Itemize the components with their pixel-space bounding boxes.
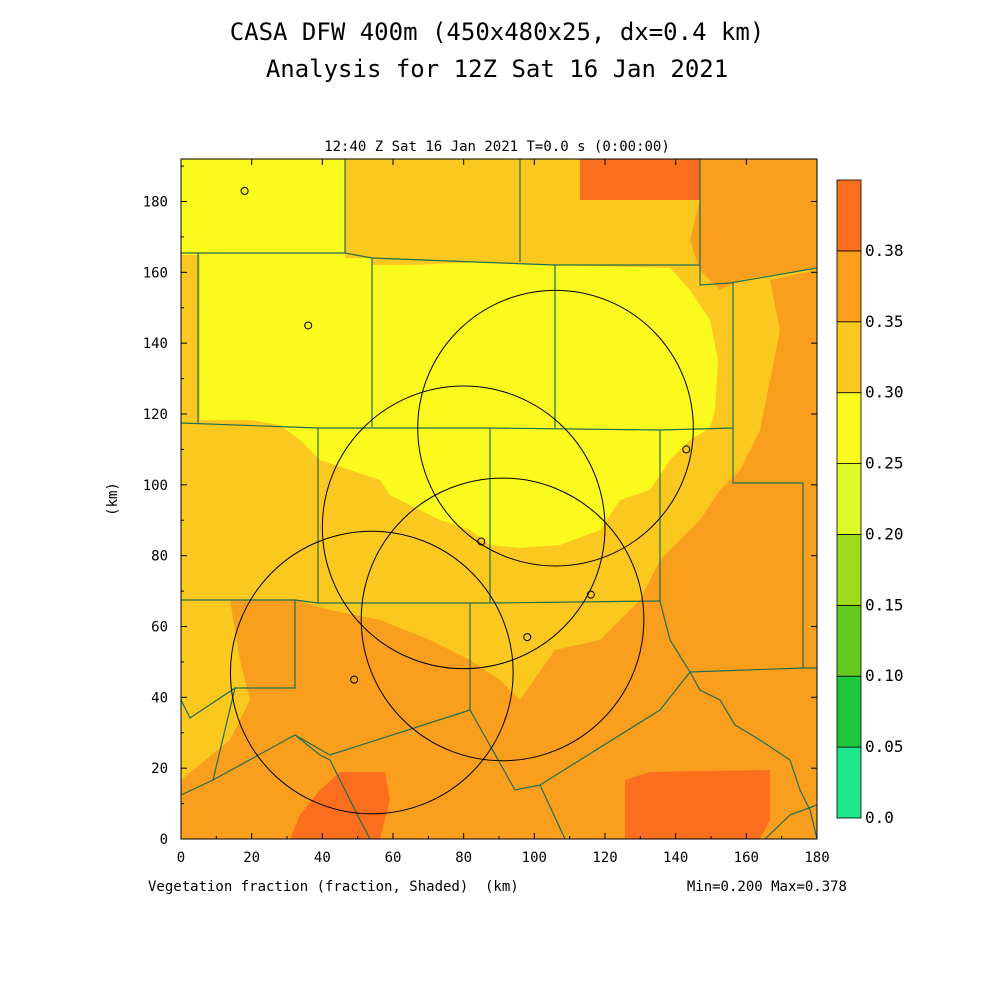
x-tick-label-20: 20	[243, 850, 260, 866]
colorbar-label-5: 0.25	[865, 454, 904, 473]
radar-ring-3	[229, 530, 514, 815]
station-markers	[240, 186, 691, 684]
valid-time-subtitle: 12:40 Z Sat 16 Jan 2021 T=0.0 s (0:00:00…	[324, 139, 670, 155]
colorbar-segment-6	[836, 321, 862, 394]
y-tick-label-0: 0	[160, 832, 168, 848]
colorbar-segment-7	[836, 250, 862, 323]
field-region-035-northeast	[580, 159, 700, 200]
shaded-field	[181, 159, 817, 839]
x-tick-label-140: 140	[663, 850, 688, 866]
radar-range-rings	[229, 289, 694, 815]
x-tick-label-180: 180	[804, 850, 829, 866]
y-tick-label-60: 60	[151, 620, 168, 636]
x-tick-label-100: 100	[522, 850, 547, 866]
station-marker-6	[523, 633, 532, 642]
colorbar-segment-1	[836, 675, 862, 748]
x-tick-label-80: 80	[455, 850, 472, 866]
colorbar-label-3: 0.15	[865, 595, 904, 614]
colorbar-label-1: 0.05	[865, 737, 904, 756]
y-tick-label-120: 120	[143, 407, 168, 423]
y-tick-label-140: 140	[143, 336, 168, 352]
colorbar-label-6: 0.30	[865, 383, 904, 402]
field-region-020-nw	[181, 159, 345, 255]
colorbar-label-0: 0.0	[865, 808, 894, 827]
colorbar: 0.0 0.05 0.10 0.15 0.20 0.25 0.30 0.35 0.38	[836, 179, 904, 827]
colorbar-segment-2	[836, 604, 862, 677]
x-axis-unit: (km)	[485, 879, 519, 895]
station-marker-3	[682, 445, 691, 454]
y-tick-label-180: 180	[143, 195, 168, 211]
y-tick-label-80: 80	[151, 549, 168, 565]
field-region-030-sw	[181, 600, 560, 839]
field-region-035-southeast	[625, 770, 770, 839]
x-tick-label-0: 0	[177, 850, 185, 866]
station-marker-7	[350, 675, 359, 684]
y-tick-label-100: 100	[143, 478, 168, 494]
field-region-025-west-strip	[181, 250, 200, 425]
colorbar-label-8: 0.38	[865, 241, 904, 260]
x-axis: 0 20 40 60 80 100 120 140 160 180	[177, 159, 830, 866]
colorbar-label-2: 0.10	[865, 666, 904, 685]
field-region-020-north	[181, 159, 718, 548]
colorbar-segment-5	[836, 392, 862, 464]
colorbar-segment-8	[836, 179, 862, 252]
title-line-2: Analysis for 12Z Sat 16 Jan 2021	[266, 55, 728, 83]
county-boundaries	[181, 159, 817, 839]
variable-label: Vegetation fraction (fraction, Shaded)	[148, 879, 468, 895]
field-region-030-ne	[580, 159, 817, 290]
field-region-035-south-center	[290, 772, 390, 839]
colorbar-segment-4	[836, 463, 862, 535]
min-max-readout: Min=0.200 Max=0.378	[687, 879, 847, 895]
colorbar-segment-0	[836, 746, 862, 819]
y-tick-label-40: 40	[151, 690, 168, 706]
station-marker-5	[586, 590, 595, 599]
station-marker-2	[304, 321, 313, 330]
x-tick-label-160: 160	[734, 850, 759, 866]
station-marker-4	[477, 537, 486, 546]
field-region-030-east	[520, 159, 817, 839]
y-axis-unit: (km)	[105, 482, 121, 516]
y-axis: 0 20 40 60 80 100 120 140 160 180	[143, 165, 817, 848]
colorbar-label-4: 0.20	[865, 524, 904, 543]
y-tick-label-160: 160	[143, 265, 168, 281]
x-tick-label-40: 40	[314, 850, 331, 866]
radar-ring-1	[321, 385, 606, 670]
station-marker-1	[240, 186, 249, 195]
x-tick-label-60: 60	[385, 850, 402, 866]
radar-ring-4	[360, 477, 645, 762]
x-tick-label-120: 120	[592, 850, 617, 866]
y-tick-label-20: 20	[151, 761, 168, 777]
radar-ring-2	[417, 289, 694, 567]
title-line-1: CASA DFW 400m (450x480x25, dx=0.4 km)	[230, 18, 765, 46]
colorbar-label-7: 0.35	[865, 312, 904, 331]
colorbar-segment-3	[836, 534, 862, 606]
